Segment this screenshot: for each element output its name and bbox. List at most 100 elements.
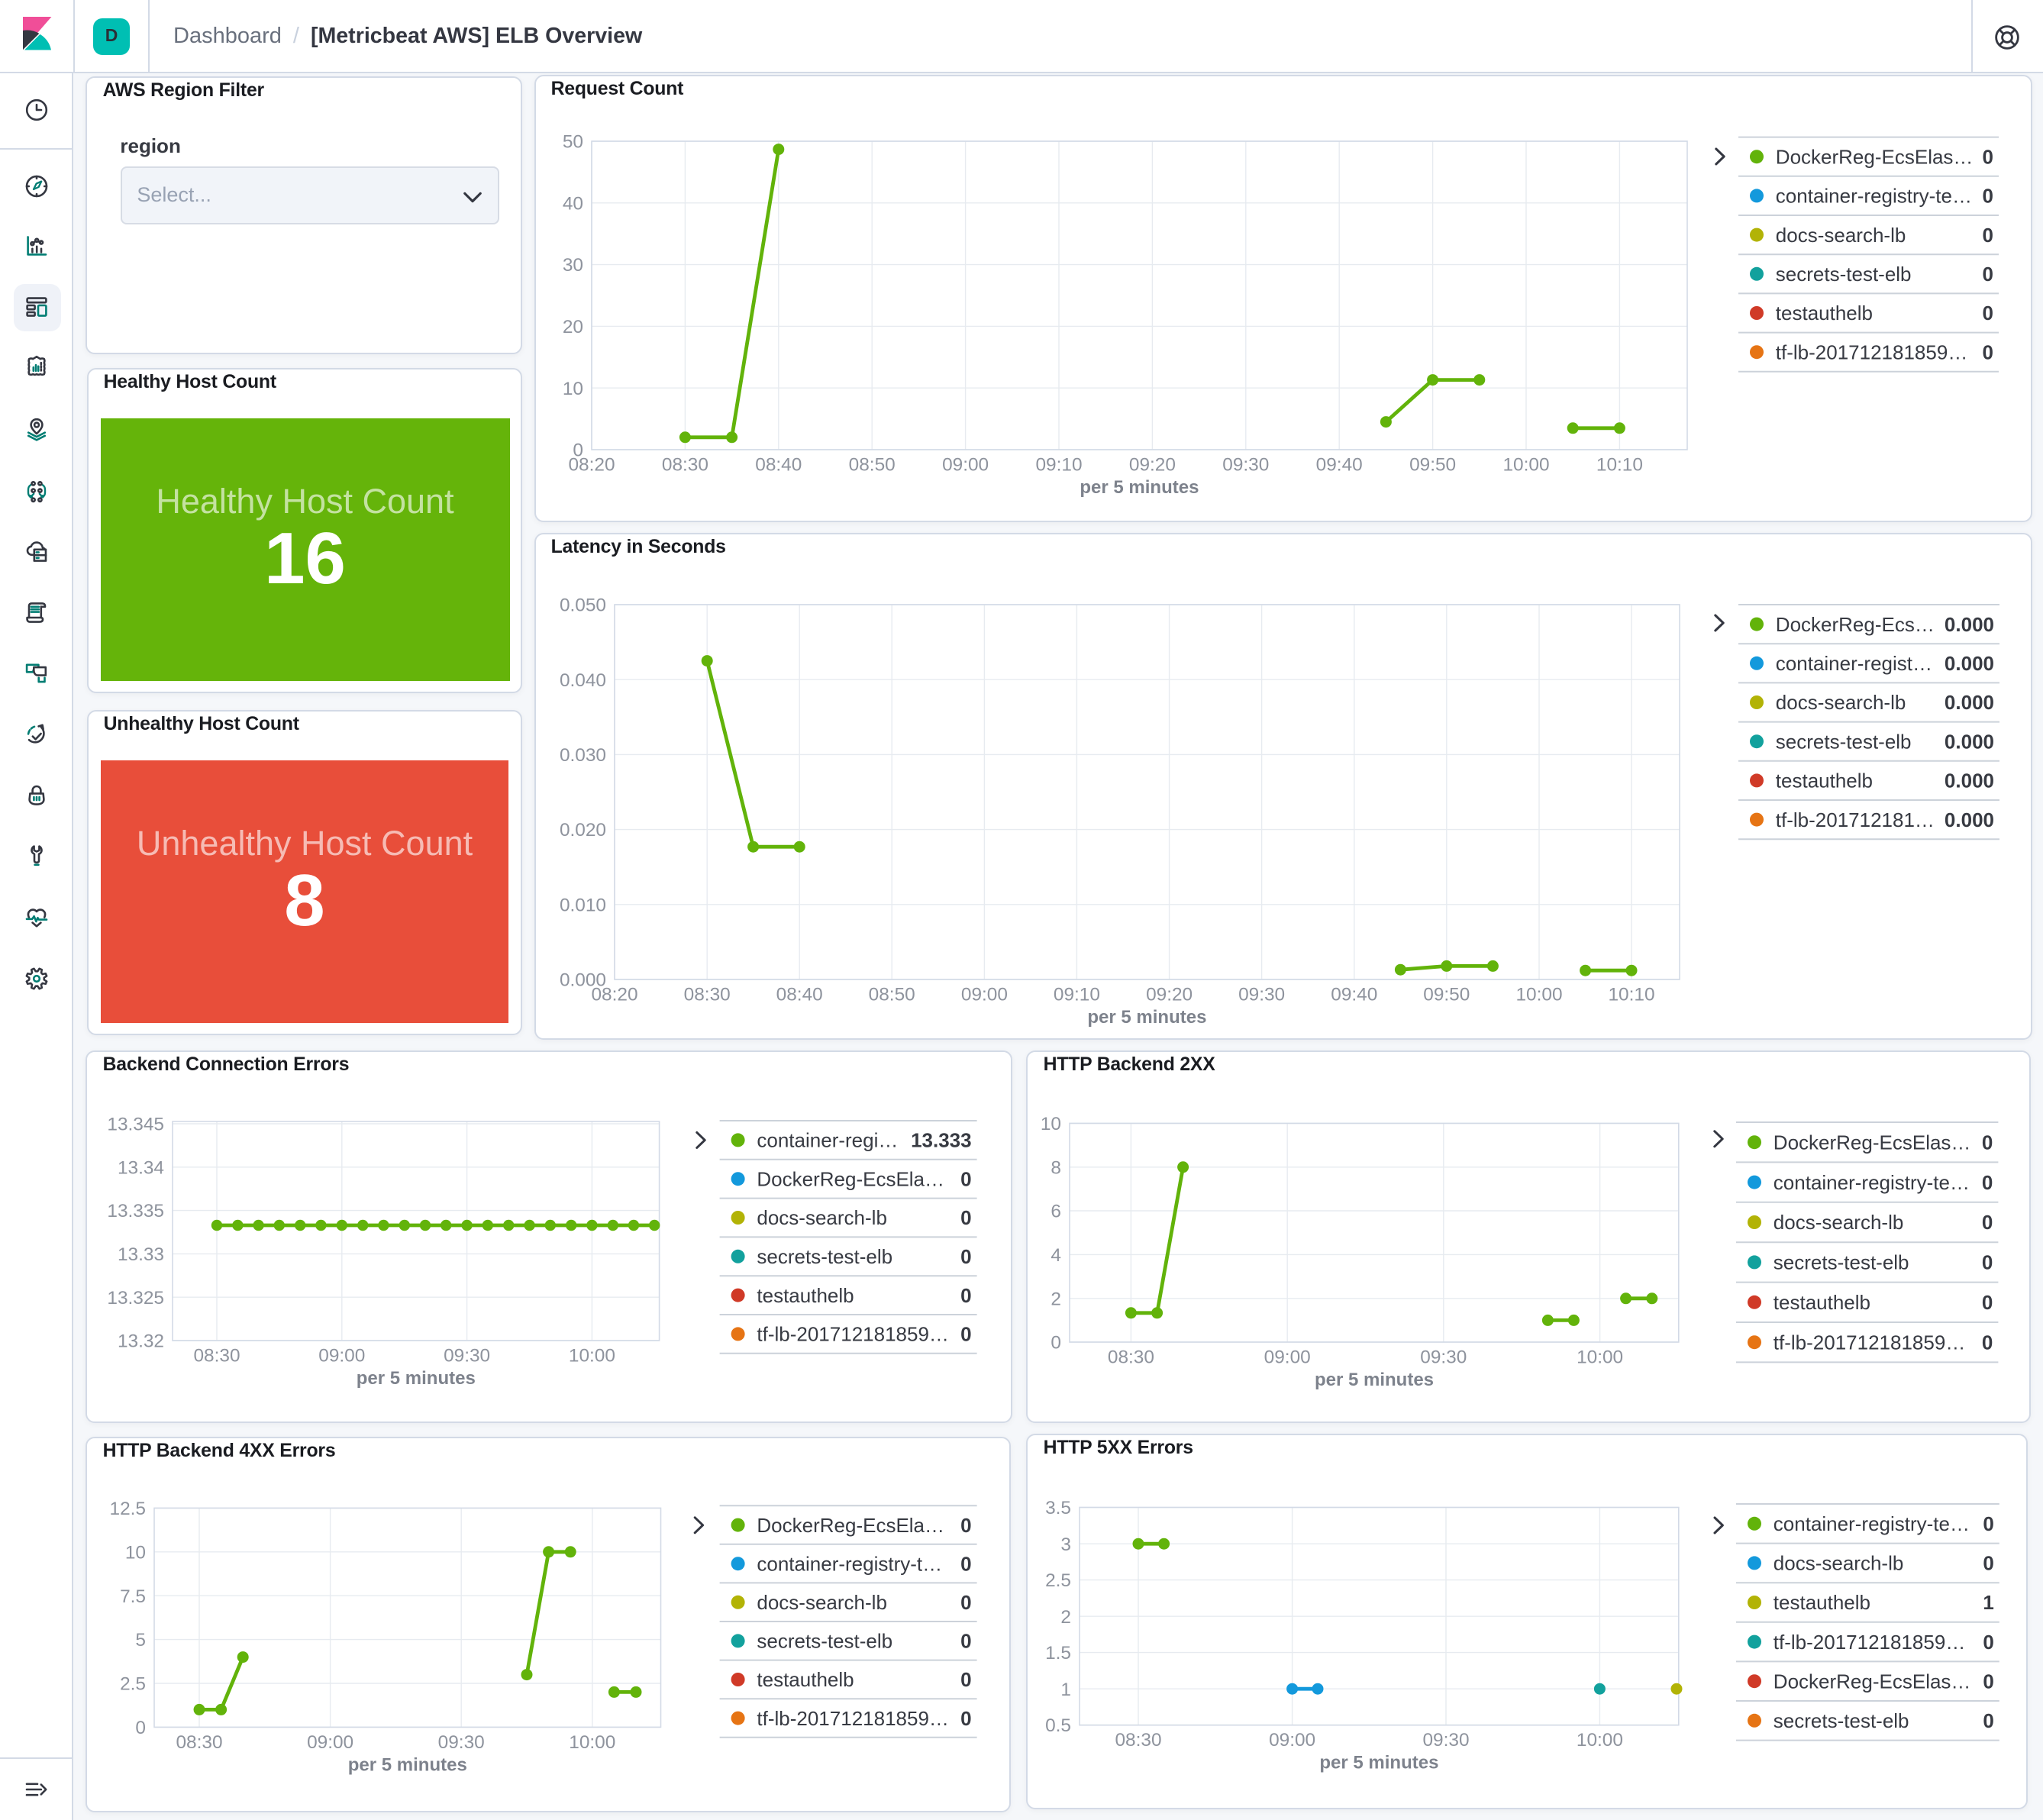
svg-text:container-registry-te…: container-registry-te… [1774, 1171, 1970, 1194]
svg-text:0: 0 [1983, 1670, 1993, 1693]
svg-text:0: 0 [1982, 1131, 1993, 1154]
svg-text:testauthelb: testauthelb [757, 1667, 854, 1690]
svg-text:tf-lb-201712181…: tf-lb-201712181… [1775, 808, 1934, 831]
svg-text:13.325: 13.325 [107, 1288, 164, 1309]
svg-text:container-registry-te…: container-registry-te… [1775, 185, 1971, 208]
svg-text:09:00: 09:00 [1264, 1347, 1311, 1367]
svg-text:13.32: 13.32 [118, 1331, 164, 1352]
svg-text:10:10: 10:10 [1596, 454, 1642, 475]
svg-text:10:00: 10:00 [1577, 1347, 1623, 1367]
svg-text:0.010: 0.010 [559, 895, 605, 915]
svg-text:13.335: 13.335 [107, 1201, 164, 1221]
svg-text:0: 0 [1983, 1552, 1993, 1575]
svg-text:0.000: 0.000 [1944, 770, 1993, 792]
svg-text:09:40: 09:40 [1330, 984, 1377, 1005]
svg-text:10:00: 10:00 [569, 1345, 615, 1366]
svg-text:50: 50 [562, 132, 583, 153]
svg-text:09:00: 09:00 [1269, 1730, 1315, 1751]
svg-text:0.000: 0.000 [1944, 808, 1993, 831]
svg-text:0: 0 [960, 1245, 971, 1268]
svg-text:09:00: 09:00 [941, 454, 988, 475]
svg-text:0: 0 [1982, 1251, 1993, 1274]
svg-text:0: 0 [1982, 145, 1993, 168]
svg-text:0.5: 0.5 [1045, 1715, 1071, 1736]
svg-text:08:50: 08:50 [868, 984, 915, 1005]
svg-text:3.5: 3.5 [1045, 1498, 1071, 1518]
svg-text:09:10: 09:10 [1034, 454, 1081, 475]
svg-text:docs-search-lb: docs-search-lb [757, 1206, 887, 1229]
svg-text:0.000: 0.000 [1944, 652, 1993, 675]
svg-text:0: 0 [1982, 1211, 1993, 1234]
svg-text:2: 2 [1060, 1607, 1071, 1628]
svg-text:docs-search-lb: docs-search-lb [1775, 691, 1906, 714]
svg-text:0.030: 0.030 [559, 745, 605, 766]
svg-text:13.33: 13.33 [118, 1244, 164, 1265]
svg-text:testauthelb: testauthelb [757, 1284, 854, 1307]
svg-text:1.5: 1.5 [1045, 1643, 1071, 1663]
svg-text:per 5 minutes: per 5 minutes [1086, 1007, 1205, 1028]
svg-text:DockerReg-EcsEla…: DockerReg-EcsEla… [757, 1167, 944, 1190]
svg-text:tf-lb-201712181859…: tf-lb-201712181859… [757, 1323, 949, 1346]
svg-text:10:00: 10:00 [569, 1731, 615, 1752]
svg-text:per 5 minutes: per 5 minutes [348, 1754, 467, 1774]
svg-text:container-regi…: container-regi… [757, 1129, 898, 1152]
svg-text:docs-search-lb: docs-search-lb [1775, 224, 1906, 247]
svg-text:0: 0 [1983, 1512, 1993, 1535]
svg-text:09:10: 09:10 [1053, 984, 1099, 1005]
svg-text:0: 0 [1982, 1291, 1993, 1314]
svg-text:5: 5 [135, 1629, 146, 1650]
svg-text:per 5 minutes: per 5 minutes [1079, 477, 1198, 498]
svg-text:testauthelb: testauthelb [1775, 302, 1872, 324]
svg-text:per 5 minutes: per 5 minutes [357, 1368, 476, 1389]
svg-text:container-regist…: container-regist… [1775, 652, 1932, 675]
svg-text:docs-search-lb: docs-search-lb [1774, 1552, 1904, 1575]
svg-text:6: 6 [1051, 1202, 1061, 1222]
svg-text:09:30: 09:30 [438, 1731, 485, 1752]
svg-text:09:40: 09:40 [1315, 454, 1362, 475]
svg-text:secrets-test-elb: secrets-test-elb [757, 1245, 892, 1268]
svg-text:0: 0 [960, 1167, 971, 1190]
svg-text:tf-lb-201712181859…: tf-lb-201712181859… [757, 1706, 949, 1729]
svg-text:0: 0 [1982, 1171, 1993, 1194]
svg-text:09:00: 09:00 [307, 1731, 353, 1752]
svg-text:secrets-test-elb: secrets-test-elb [1775, 730, 1911, 753]
svg-text:13.333: 13.333 [911, 1129, 972, 1152]
svg-text:testauthelb: testauthelb [1774, 1591, 1870, 1614]
svg-text:09:30: 09:30 [1238, 984, 1284, 1005]
svg-text:0: 0 [1982, 302, 1993, 324]
svg-text:secrets-test-elb: secrets-test-elb [1774, 1709, 1909, 1732]
svg-text:2.5: 2.5 [120, 1673, 146, 1694]
svg-text:08:20: 08:20 [567, 454, 614, 475]
svg-text:0: 0 [960, 1628, 971, 1651]
svg-text:tf-lb-201712181859…: tf-lb-201712181859… [1774, 1331, 1966, 1354]
svg-text:0.000: 0.000 [559, 970, 605, 991]
svg-text:0: 0 [960, 1590, 971, 1613]
svg-text:10: 10 [1041, 1114, 1061, 1134]
svg-text:1: 1 [1060, 1680, 1071, 1700]
svg-text:10: 10 [125, 1541, 146, 1562]
svg-text:0: 0 [1983, 1709, 1993, 1732]
svg-text:secrets-test-elb: secrets-test-elb [1774, 1251, 1909, 1274]
svg-text:4: 4 [1051, 1245, 1061, 1266]
svg-text:7.5: 7.5 [120, 1586, 146, 1606]
svg-text:DockerReg-EcsElas…: DockerReg-EcsElas… [1774, 1670, 1971, 1693]
svg-text:0.040: 0.040 [559, 670, 605, 691]
svg-text:09:30: 09:30 [444, 1345, 490, 1366]
svg-text:0.050: 0.050 [559, 595, 605, 616]
svg-text:docs-search-lb: docs-search-lb [757, 1590, 887, 1613]
svg-text:container-registry-t…: container-registry-t… [757, 1551, 942, 1574]
svg-text:08:40: 08:40 [754, 454, 801, 475]
svg-text:09:30: 09:30 [1222, 454, 1268, 475]
svg-text:20: 20 [562, 317, 583, 337]
svg-text:0.000: 0.000 [1944, 613, 1993, 636]
svg-text:0: 0 [572, 440, 583, 461]
svg-text:testauthelb: testauthelb [1775, 770, 1872, 792]
svg-text:0: 0 [1982, 185, 1993, 208]
svg-text:0.000: 0.000 [1944, 730, 1993, 753]
svg-text:0: 0 [960, 1206, 971, 1229]
svg-text:2.5: 2.5 [1045, 1570, 1071, 1591]
svg-text:08:30: 08:30 [683, 984, 730, 1005]
svg-text:docs-search-lb: docs-search-lb [1774, 1211, 1904, 1234]
svg-text:08:30: 08:30 [1115, 1730, 1161, 1751]
svg-text:10:00: 10:00 [1515, 984, 1561, 1005]
